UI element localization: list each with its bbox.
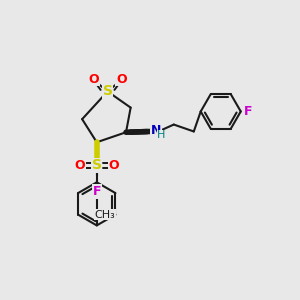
Text: N: N: [151, 124, 161, 137]
Text: F: F: [243, 105, 252, 118]
Text: F: F: [92, 185, 101, 198]
Text: H: H: [157, 130, 166, 140]
Text: O: O: [74, 159, 85, 172]
Text: CH₃: CH₃: [94, 210, 115, 220]
Text: O: O: [88, 73, 99, 85]
Text: S: S: [103, 84, 112, 98]
Text: O: O: [116, 73, 127, 85]
Text: S: S: [92, 158, 102, 172]
Text: O: O: [108, 159, 119, 172]
